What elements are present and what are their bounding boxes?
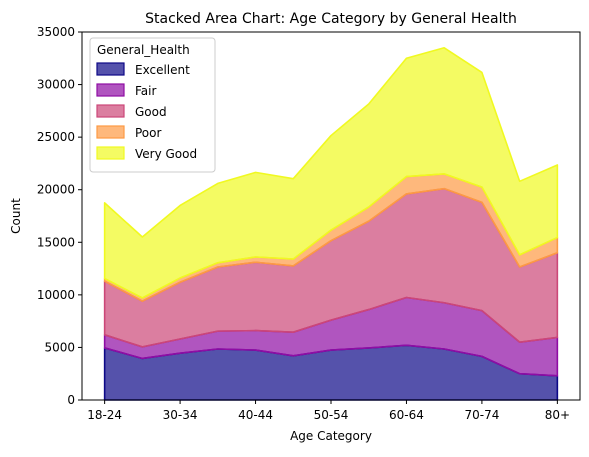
x-axis-label: Age Category [290,429,372,443]
x-tick-label-40-44: 40-44 [238,408,273,422]
y-tick-label-15000: 15000 [37,235,75,249]
legend-swatch-very-good [96,146,125,160]
y-tick-label-25000: 25000 [37,130,75,144]
legend-swatch-excellent [96,62,125,76]
series-area-very-good [103,46,559,299]
legend-title: General_Health [97,43,190,57]
legend-label-excellent: Excellent [135,63,190,77]
y-tick-label-10000: 10000 [37,288,75,302]
legend-swatch-fair [96,83,125,97]
x-tick-label-70-74: 70-74 [464,408,499,422]
legend-label-very-good: Very Good [135,147,197,161]
x-tick-label-80: 80+ [545,408,570,422]
y-tick-label-30000: 30000 [37,78,75,92]
y-tick-label-20000: 20000 [37,183,75,197]
x-tick-label-30-34: 30-34 [163,408,198,422]
y-tick-label-5000: 5000 [44,340,75,354]
x-tick-label-18-24: 18-24 [87,408,122,422]
legend-swatch-good [96,104,125,118]
legend: General_Health Excellent Fair Good Poor Very … [89,37,216,173]
axis-layers: 0 5000 10000 15000 20000 25000 30000 35000 18-24… [37,25,581,422]
x-tick-label-60-64: 60-64 [389,408,424,422]
plot-layers [82,32,580,401]
y-tick-label-35000: 35000 [37,25,75,39]
legend-swatch-poor [96,125,125,139]
chart-title: Stacked Area Chart: Age Category by Gene… [145,11,517,27]
legend-label-poor: Poor [135,126,161,140]
x-tick-label-50-54: 50-54 [314,408,349,422]
legend-label-fair: Fair [135,84,156,98]
y-axis-label: Count [9,198,23,234]
legend-label-good: Good [135,105,167,119]
y-tick-label-0: 0 [67,393,75,407]
